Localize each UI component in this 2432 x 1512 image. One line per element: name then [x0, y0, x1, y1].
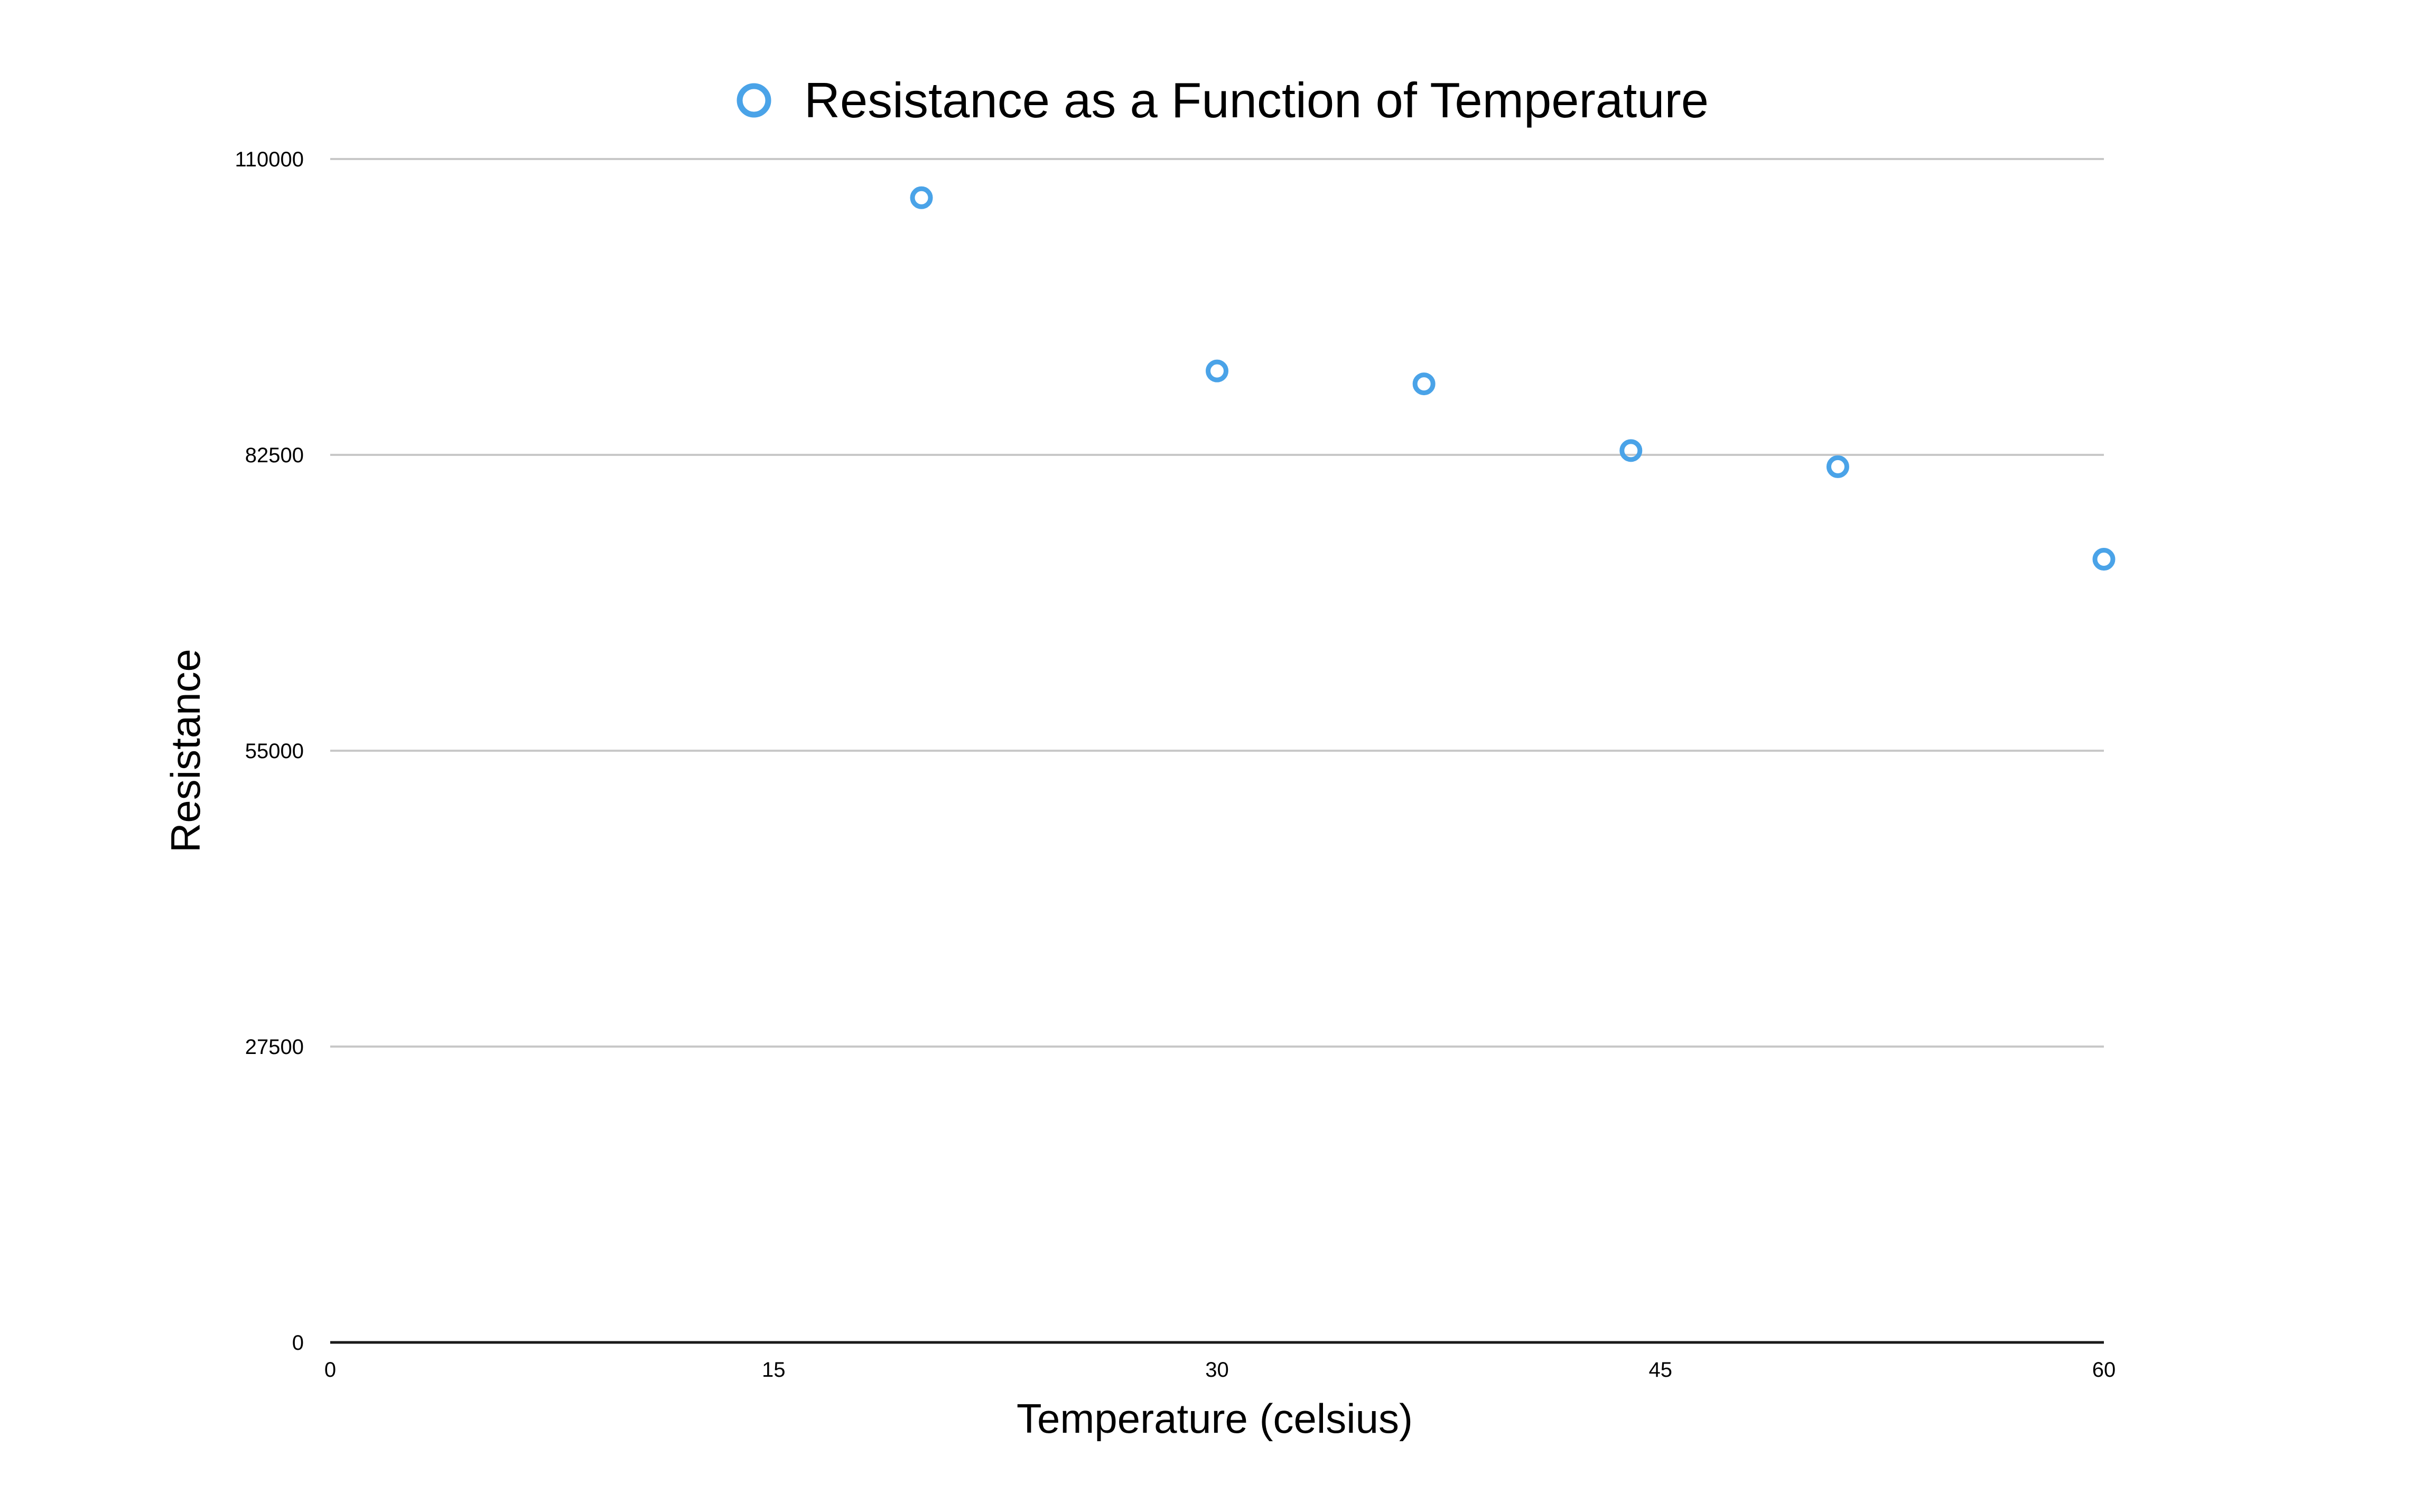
data-point: [910, 186, 933, 209]
x-tick-label: 0: [324, 1358, 336, 1382]
y-tick-label: 0: [292, 1331, 304, 1355]
legend-series-label: Resistance as a Function of Temperature: [804, 72, 1709, 128]
data-point: [1826, 455, 1849, 478]
y-tick-label: 82500: [245, 444, 304, 467]
gridlines: [330, 158, 2104, 1048]
y-tick-label: 110000: [235, 148, 304, 171]
y-axis-title: Resistance: [162, 649, 209, 853]
y-tick-label: 27500: [245, 1035, 304, 1059]
data-point: [1412, 372, 1436, 396]
data-point: [1206, 359, 1228, 382]
legend-marker: [737, 83, 771, 118]
legend: Resistance as a Function of Temperature: [737, 72, 1709, 128]
x-tick-label: 45: [1649, 1358, 1673, 1382]
tick-labels: 0 27500 55000 82500 110000 0 15 30 45 60: [235, 148, 2116, 1382]
data-point: [1619, 439, 1643, 462]
x-tick-label: 15: [762, 1358, 786, 1382]
x-axis-title: Temperature (celsius): [1017, 1395, 1413, 1442]
y-tick-label: 55000: [245, 740, 304, 763]
data-points: [910, 186, 2116, 571]
x-tick-label: 30: [1205, 1358, 1229, 1382]
x-tick-label: 60: [2092, 1358, 2116, 1382]
data-point: [2092, 548, 2116, 571]
